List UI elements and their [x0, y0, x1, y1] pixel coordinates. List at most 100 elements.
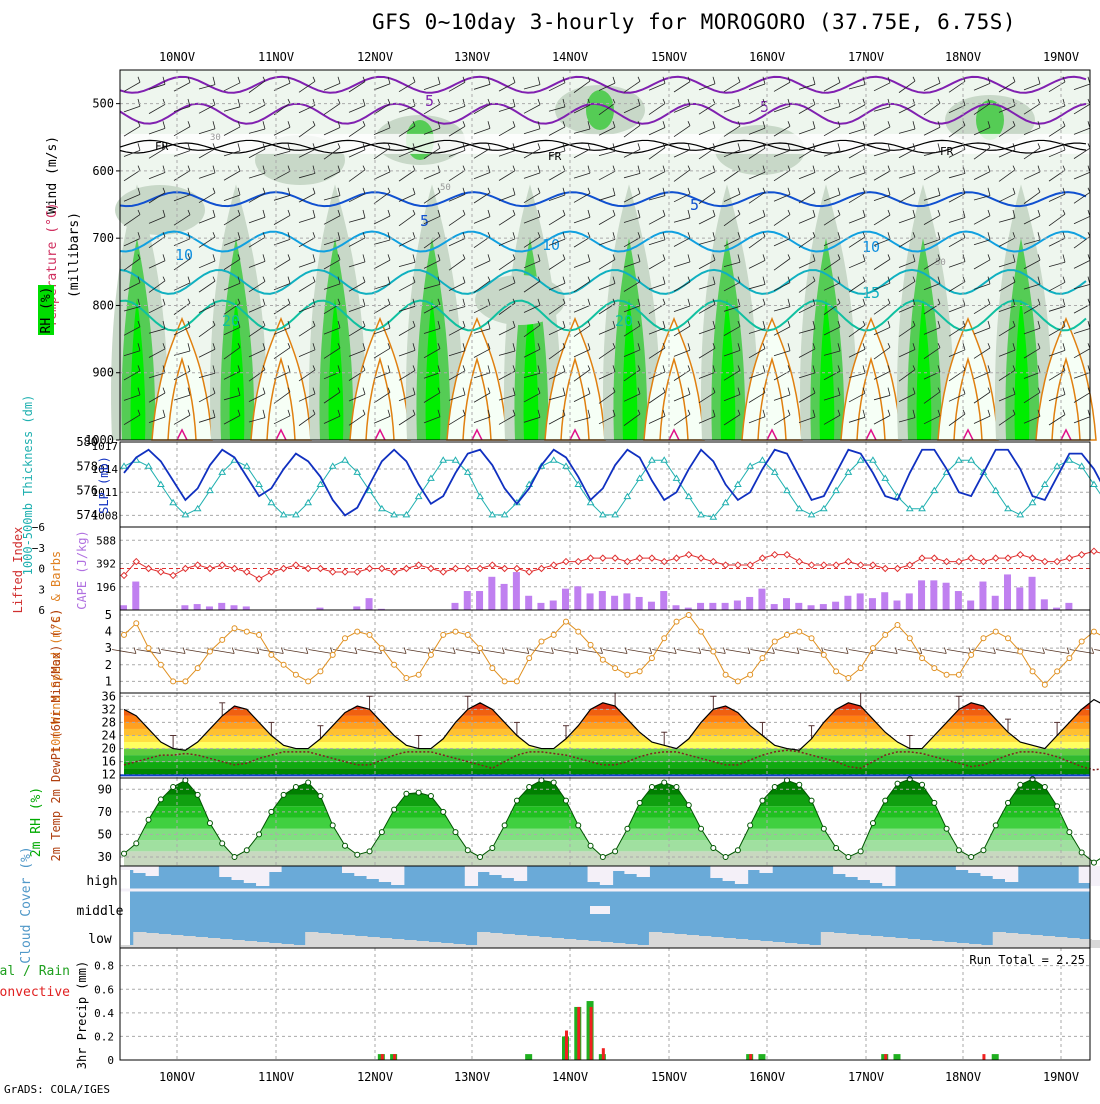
- wind-barb: [998, 254, 1016, 268]
- wind-barb: [223, 209, 241, 226]
- rh-point: [771, 784, 778, 791]
- wind-barb: [323, 187, 341, 201]
- li-point: [292, 561, 300, 569]
- wind-barb: [723, 343, 741, 357]
- cape-bar: [512, 572, 520, 610]
- cape-bar: [181, 605, 189, 610]
- wind-barb: [598, 343, 616, 360]
- wind-barb: [173, 276, 191, 291]
- thickness-point: [279, 510, 288, 518]
- contour-label: 50: [935, 258, 946, 268]
- wind-speed-point: [845, 675, 852, 682]
- temp-35-contour: [471, 428, 483, 441]
- sounding-frame: [119, 69, 1091, 441]
- surface-wind-barb: [283, 647, 309, 654]
- rh-point: [575, 822, 582, 829]
- low-cloud-fill: [513, 935, 528, 948]
- cloud-layer-label: middle: [77, 904, 124, 919]
- cape-tick-label: 196: [96, 581, 116, 594]
- li-point: [1016, 550, 1024, 559]
- wind-tick-label: 5: [105, 608, 112, 622]
- wind-barb: [848, 320, 866, 338]
- wind-barb: [798, 76, 816, 90]
- precip-convective-bar: [589, 1006, 593, 1060]
- wind-barb: [348, 98, 366, 113]
- wind-barb: [573, 143, 591, 159]
- li-point: [1041, 557, 1049, 566]
- surface-wind-barb: [774, 647, 800, 654]
- wind-barb: [573, 121, 591, 134]
- wind-barb: [973, 209, 991, 225]
- wind-barb: [698, 365, 716, 379]
- wind-barb: [248, 365, 266, 382]
- wind-barb: [473, 387, 491, 403]
- wind-barb: [798, 387, 816, 403]
- wind-barb: [798, 98, 816, 114]
- low-cloud-fill: [771, 942, 785, 948]
- wind-barb: [548, 298, 566, 315]
- pressure-tick-label: 1000: [85, 433, 114, 447]
- wind-barb: [873, 76, 891, 92]
- wind-barb: [123, 209, 141, 226]
- cape-bar: [365, 598, 373, 610]
- wind-barb: [673, 165, 691, 182]
- wind-barb: [648, 276, 666, 290]
- surface-wind-barb: [603, 647, 628, 654]
- wind-barb: [473, 76, 491, 90]
- wind-barb: [648, 409, 666, 424]
- wind-barb: [923, 409, 941, 425]
- precip-convective-bar: [601, 1048, 605, 1060]
- wind-speed-point: [722, 671, 729, 678]
- wind-barb: [423, 298, 441, 314]
- wind-barb: [648, 143, 666, 160]
- wind-barb: [998, 320, 1016, 337]
- cape-bar: [1028, 576, 1036, 610]
- rh-point: [636, 799, 643, 806]
- wind-barb: [223, 365, 241, 380]
- wind-barb: [898, 76, 916, 93]
- li-point: [230, 564, 239, 573]
- low-cloud-fill: [501, 934, 515, 948]
- wind-speed-point: [857, 665, 864, 672]
- wind-barb: [148, 409, 166, 423]
- thickness-tick-label: 578: [76, 459, 98, 473]
- wind-barb: [1048, 232, 1066, 247]
- cape-bar: [930, 580, 938, 610]
- wind-barb: [273, 409, 291, 425]
- temp-30-contour: [365, 356, 395, 441]
- high-cloud-gap: [882, 866, 896, 886]
- wind-barb: [648, 76, 666, 91]
- surface-wind-barb: [897, 647, 923, 654]
- wind-barb: [873, 365, 891, 380]
- wind-barb: [398, 209, 416, 227]
- wind-barb: [898, 276, 916, 293]
- contour-label: 5: [425, 92, 434, 110]
- cape-bar: [218, 602, 226, 610]
- wind-barb: [998, 365, 1016, 381]
- wind-barb: [623, 409, 641, 426]
- wind-speed-point: [685, 611, 692, 618]
- slp-tick-label: 1014: [92, 463, 119, 476]
- li-point: [930, 554, 939, 562]
- low-cloud-fill: [845, 934, 859, 948]
- cape-bar: [905, 593, 913, 610]
- thickness-point: [844, 468, 853, 475]
- wind-speed-point: [759, 655, 766, 662]
- low-cloud-fill: [427, 942, 442, 948]
- wind-barb: [323, 409, 341, 424]
- wind-barb: [948, 409, 966, 426]
- rh-point: [808, 797, 815, 804]
- low-cloud-fill: [955, 943, 970, 948]
- precip-tick-label: 0.2: [94, 1030, 114, 1043]
- low-cloud-fill: [1078, 939, 1092, 948]
- rh-point: [894, 780, 901, 787]
- low-cloud-fill: [943, 942, 957, 948]
- wind-barb: [598, 76, 616, 91]
- li-point: [218, 561, 226, 569]
- wind-speed-point: [1029, 668, 1036, 675]
- wind-barb: [673, 98, 691, 113]
- wind-barb: [898, 320, 916, 337]
- wind-barb: [448, 387, 466, 401]
- low-cloud-fill: [1090, 940, 1100, 948]
- rh-tick-label: 90: [98, 782, 112, 796]
